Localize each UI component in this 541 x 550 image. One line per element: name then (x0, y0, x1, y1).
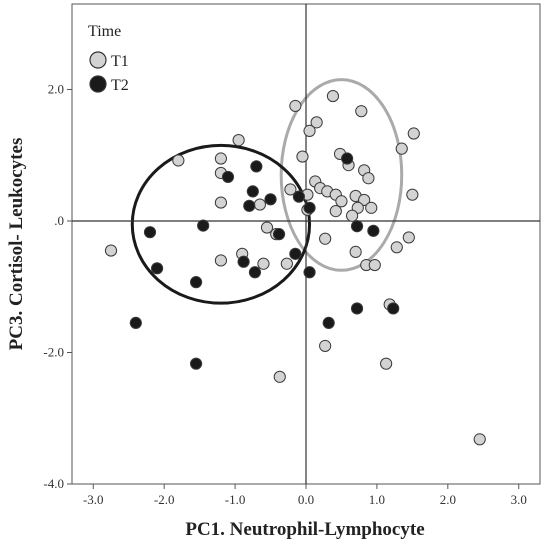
point-t1-47 (319, 339, 332, 353)
point-t2-10 (197, 219, 210, 232)
point-t1-8 (395, 142, 408, 155)
point-t1-49 (273, 370, 286, 383)
ellipse-t2 (130, 143, 312, 305)
x-tick-label: -3.0 (83, 492, 104, 507)
x-tick-label: -2.0 (154, 492, 175, 507)
point-t1-40 (214, 254, 228, 267)
point-t2-13 (289, 247, 302, 260)
x-tick-label: 0.0 (298, 492, 314, 507)
point-t2-17 (303, 266, 316, 279)
y-tick-label: .0 (54, 213, 64, 228)
x-tick-label: 1.0 (369, 492, 385, 507)
point-t1-50 (473, 433, 486, 446)
point-t2-14 (150, 262, 164, 275)
point-t1-33 (260, 221, 274, 234)
point-t1-37 (390, 241, 403, 254)
point-t1-3 (355, 105, 368, 118)
point-t1-10 (214, 152, 228, 165)
point-t1-39 (349, 245, 362, 258)
point-t2-6 (292, 190, 306, 203)
point-t1-28 (214, 196, 228, 209)
data-points (104, 89, 486, 446)
point-t2-20 (322, 316, 335, 330)
legend-marker-t2 (89, 75, 107, 93)
confidence-ellipses (130, 78, 404, 305)
point-t1-9 (296, 150, 309, 163)
point-t2-23 (189, 357, 203, 370)
point-t1-41 (257, 257, 270, 270)
x-axis-title: PC1. Neutrophil-Lymphocyte (185, 519, 424, 540)
point-t2-19 (129, 316, 142, 330)
point-t2-2 (221, 170, 235, 184)
legend-marker-t1 (89, 51, 107, 69)
point-t1-20 (284, 183, 297, 196)
legend-title: Time (88, 23, 121, 40)
point-t1-11 (172, 154, 185, 167)
point-t1-48 (380, 357, 393, 370)
legend-label-t2: T2 (111, 77, 129, 94)
point-t2-1 (250, 160, 263, 173)
point-t2-11 (143, 226, 157, 239)
point-t2-0 (341, 152, 354, 165)
point-t2-12 (272, 228, 286, 241)
y-axis-title: PC3. Cortisol- Leukocytes (6, 138, 27, 351)
point-t1-1 (289, 99, 302, 113)
point-t1-5 (407, 127, 420, 140)
point-t1-45 (104, 244, 118, 257)
point-t1-32 (345, 209, 359, 222)
point-t2-18 (189, 276, 203, 289)
point-t2-21 (350, 302, 364, 315)
x-tick-label: 3.0 (511, 492, 527, 507)
point-t1-0 (326, 89, 340, 103)
point-t1-23 (406, 188, 419, 201)
point-t1-42 (280, 257, 293, 270)
point-t2-15 (237, 255, 250, 268)
point-t2-5 (243, 199, 256, 212)
point-t2-16 (248, 266, 262, 279)
point-t1-44 (368, 258, 381, 272)
x-tick-label: 2.0 (440, 492, 456, 507)
legend: Time T1 T2 (88, 23, 129, 94)
point-t1-27 (365, 201, 378, 214)
point-t2-8 (350, 220, 364, 233)
point-t1-4 (303, 124, 316, 138)
reference-lines (72, 4, 540, 484)
point-t1-15 (362, 172, 375, 185)
point-t1-35 (402, 231, 415, 244)
point-t2-7 (303, 201, 316, 214)
point-t1-29 (253, 198, 267, 211)
y-tick-label: 2.0 (48, 81, 64, 96)
point-t2-22 (387, 302, 400, 315)
point-t2-3 (246, 185, 259, 198)
point-t1-24 (358, 193, 371, 207)
ellipse-t1 (279, 78, 404, 272)
x-tick-label: -1.0 (225, 492, 246, 507)
point-t1-6 (232, 134, 245, 147)
y-tick-label: -4.0 (43, 476, 64, 491)
y-tick-label: -2.0 (43, 344, 64, 359)
point-t2-4 (264, 193, 277, 206)
point-t1-25 (335, 195, 348, 208)
point-t2-9 (367, 224, 380, 237)
x-axis-ticks: -3.0 -2.0 -1.0 0.0 1.0 2.0 3.0 (83, 484, 527, 507)
point-t1-2 (310, 116, 323, 129)
legend-label-t1: T1 (111, 53, 129, 70)
y-axis-ticks: -4.0 -2.0 .0 2.0 (43, 81, 72, 491)
point-t1-31 (329, 205, 342, 218)
point-t1-36 (319, 232, 332, 245)
